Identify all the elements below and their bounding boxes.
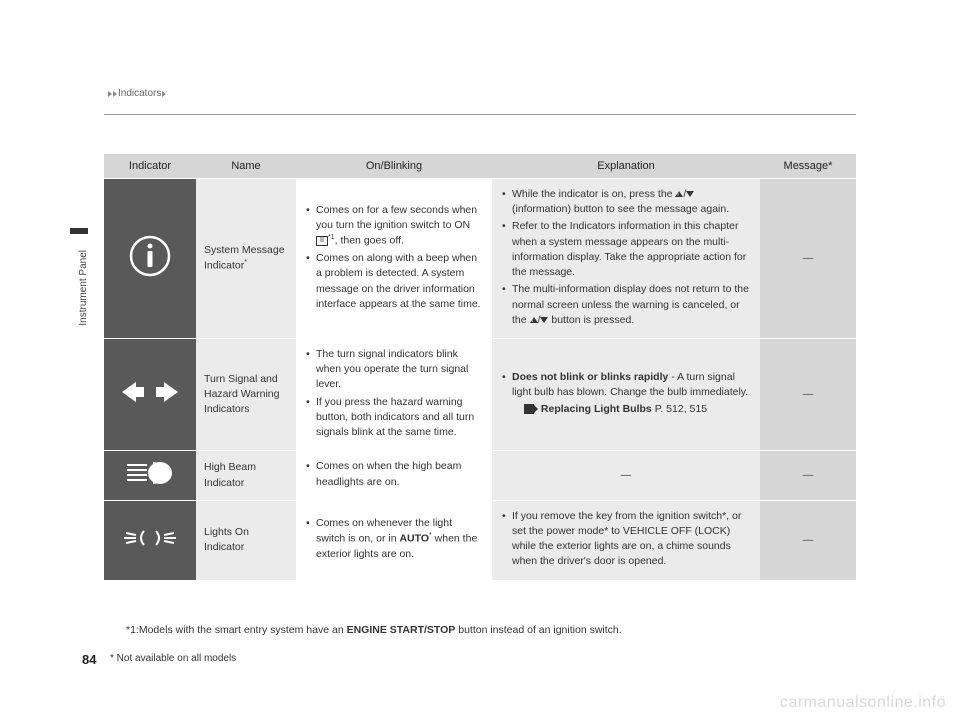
list-item: Comes on along with a beep when a proble… (304, 251, 484, 312)
list-item: Comes on for a few seconds when you turn… (304, 203, 484, 249)
footnote-bold: ENGINE START/STOP (347, 624, 456, 636)
onblinking-cell: Comes on whenever the light switch is on… (296, 500, 492, 579)
table-row: Turn Signal and Hazard Warning Indicator… (104, 338, 856, 450)
footnote-2: * Not available on all models (110, 653, 236, 664)
col-header-onblinking: On/Blinking (296, 154, 492, 179)
ignition-on-icon: II (316, 236, 328, 246)
message-cell: — (760, 179, 856, 339)
list-item: While the indicator is on, press the / (… (500, 187, 752, 217)
reference-label: Replacing Light Bulbs (541, 403, 652, 415)
chevron-right-icon (113, 91, 117, 97)
asterisk: * (244, 259, 247, 266)
list-item: Refer to the Indicators information in t… (500, 219, 752, 280)
table-row: Lights On Indicator Comes on whenever th… (104, 500, 856, 579)
info-down-icon (540, 317, 548, 323)
indicator-icon-cell (104, 179, 196, 339)
message-cell: — (760, 338, 856, 450)
list-item: If you remove the key from the ignition … (500, 509, 752, 570)
turn-signal-icon (122, 380, 178, 404)
info-circle-icon (128, 234, 172, 278)
table-header-row: Indicator Name On/Blinking Explanation M… (104, 154, 856, 179)
indicator-name-cell: Turn Signal and Hazard Warning Indicator… (196, 338, 296, 450)
message-cell: — (760, 500, 856, 579)
list-item: Does not blink or blinks rapidly - A tur… (500, 370, 752, 418)
indicator-name-cell: High Beam Indicator (196, 451, 296, 500)
footnote-prefix: *1: (126, 624, 139, 636)
col-header-message-text: Message (784, 160, 829, 172)
list-item: Comes on when the high beam headlights a… (304, 459, 484, 489)
horizontal-rule (104, 114, 856, 115)
page-number: 84 (82, 652, 96, 667)
list-item: Comes on whenever the light switch is on… (304, 516, 484, 562)
col-header-name: Name (196, 154, 296, 179)
list-item: The multi-information display does not r… (500, 282, 752, 328)
table-row: System Message Indicator* Comes on for a… (104, 179, 856, 339)
col-header-explanation: Explanation (492, 154, 760, 179)
indicators-table: Indicator Name On/Blinking Explanation M… (104, 154, 856, 580)
explanation-cell: — (492, 451, 760, 500)
message-cell: — (760, 451, 856, 500)
onblinking-cell: Comes on when the high beam headlights a… (296, 451, 492, 500)
chevron-right-icon (108, 91, 112, 97)
chevron-right-icon (162, 91, 166, 97)
indicator-icon-cell (104, 451, 196, 500)
reference-pages: P. 512, 515 (655, 403, 707, 415)
info-down-icon (686, 191, 694, 197)
indicator-name: System Message Indicator (204, 244, 285, 272)
list-item: The turn signal indicators blink when yo… (304, 347, 484, 393)
list-item: If you press the hazard warning button, … (304, 395, 484, 441)
section-label: Instrument Panel (78, 250, 89, 326)
reference-arrow-icon (524, 404, 534, 414)
info-up-icon (675, 191, 683, 197)
onblinking-cell: The turn signal indicators blink when yo… (296, 338, 492, 450)
asterisk: * (828, 160, 832, 172)
section-tab (70, 228, 88, 234)
explanation-cell: Does not blink or blinks rapidly - A tur… (492, 338, 760, 450)
footnote-text: Models with the smart entry system have … (139, 624, 347, 636)
breadcrumb-label: Indicators (118, 88, 161, 99)
explanation-cell: While the indicator is on, press the / (… (492, 179, 760, 339)
footnote-1: *1:Models with the smart entry system ha… (126, 624, 622, 636)
col-header-indicator: Indicator (104, 154, 196, 179)
indicator-icon-cell (104, 500, 196, 579)
explanation-cell: If you remove the key from the ignition … (492, 500, 760, 579)
onblinking-cell: Comes on for a few seconds when you turn… (296, 179, 492, 339)
table-row: High Beam Indicator Comes on when the hi… (104, 451, 856, 500)
indicator-icon-cell (104, 338, 196, 450)
high-beam-icon (125, 460, 175, 486)
indicator-name-cell: System Message Indicator* (196, 179, 296, 339)
indicator-name-cell: Lights On Indicator (196, 500, 296, 579)
info-up-icon (530, 317, 538, 323)
breadcrumb: Indicators (108, 88, 166, 99)
col-header-message: Message* (760, 154, 856, 179)
lights-on-icon (122, 525, 178, 551)
watermark: carmanualsonline.info (780, 694, 946, 712)
footnote-suffix: button instead of an ignition switch. (455, 624, 621, 636)
